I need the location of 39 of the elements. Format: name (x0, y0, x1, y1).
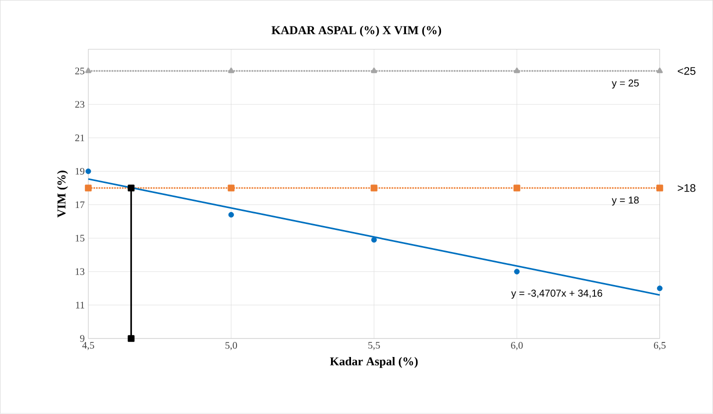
y-tick-label: 9 (80, 335, 84, 342)
point (85, 68, 92, 74)
y-tick-label: 23 (75, 101, 84, 108)
y-tick-label: 15 (76, 234, 84, 242)
series-label: >18 (678, 184, 696, 192)
point (513, 184, 520, 192)
x-tick-label: 6,5 (654, 342, 666, 350)
y-tick-label: 21 (75, 134, 84, 142)
y-tick-label: 25 (75, 68, 84, 74)
y-tick-label: 13 (76, 268, 84, 276)
point (371, 237, 377, 243)
point (656, 68, 663, 74)
annotation: y = -3,4707x + 34,16 (511, 290, 602, 299)
annotation: y = 25 (612, 80, 639, 89)
chart-title: KADAR ASPAL (%) X VIM (%) (272, 26, 442, 37)
y-tick-label: 17 (76, 202, 84, 208)
x-tick-label: 5,5 (368, 342, 380, 350)
point (514, 268, 520, 275)
annotation: y = 18 (612, 196, 639, 206)
y-axis-title: VIM (%) (57, 170, 68, 218)
point (370, 68, 378, 74)
point (228, 184, 235, 192)
x-axis-title: Kadar Aspal (%) (330, 357, 418, 368)
point (656, 184, 664, 192)
x-tick-label: 4,5 (82, 342, 94, 350)
point (228, 68, 234, 74)
point (128, 335, 135, 342)
x-tick-label: 5,0 (225, 342, 238, 350)
point (370, 184, 378, 192)
point (85, 168, 92, 174)
y-tick-label: 11 (76, 302, 84, 308)
point (228, 212, 234, 218)
point (656, 286, 663, 292)
y-tick-label: 19 (76, 168, 84, 175)
point (84, 184, 92, 192)
x-tick-label: 6,0 (511, 342, 523, 350)
point (128, 184, 135, 192)
point (514, 68, 520, 74)
series-label: <25 (678, 67, 696, 75)
